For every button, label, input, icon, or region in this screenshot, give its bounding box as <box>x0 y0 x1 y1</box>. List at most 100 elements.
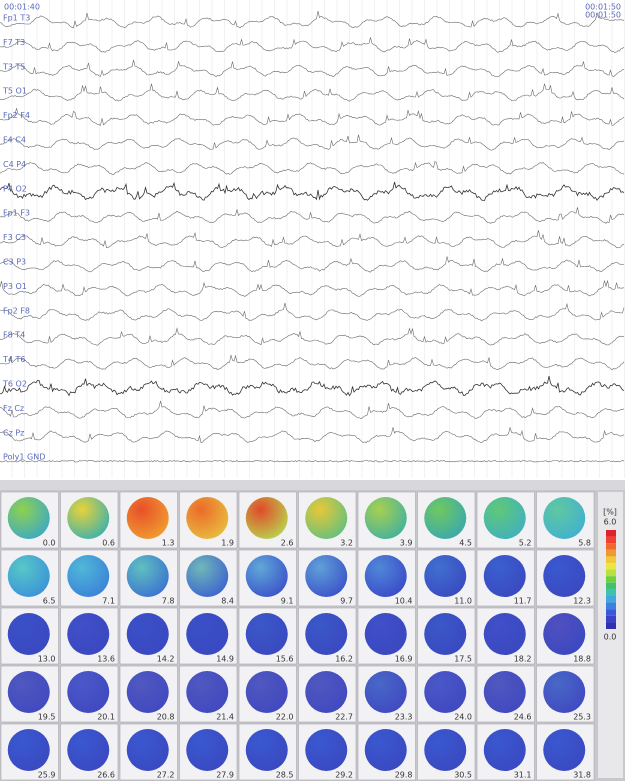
colorbar-step <box>606 563 616 570</box>
colorbar-step <box>606 576 616 583</box>
map-time: 28.5 <box>276 771 294 780</box>
colorbar-step <box>606 583 616 590</box>
map-time: 9.1 <box>281 597 294 606</box>
map-time: 20.8 <box>157 713 175 722</box>
map-time: 7.1 <box>102 597 115 606</box>
topo-map <box>127 613 169 655</box>
topo-map <box>8 555 50 597</box>
colorbar-step <box>606 530 616 537</box>
topo-map <box>67 613 109 655</box>
topo-map <box>8 729 50 771</box>
channel-label: F4 C4 <box>3 136 26 145</box>
topo-map <box>8 671 50 713</box>
map-time: 7.8 <box>162 597 175 606</box>
map-time: 26.6 <box>97 771 115 780</box>
channel-label: Fp1 F3 <box>3 209 30 218</box>
topo-map <box>424 497 466 539</box>
channel-label: Fp2 F8 <box>3 306 30 315</box>
map-time: 16.9 <box>395 655 413 664</box>
map-time: 9.7 <box>340 597 353 606</box>
channel-label: F7 T3 <box>3 38 25 47</box>
event-strip <box>0 480 625 490</box>
map-time: 6.5 <box>43 597 56 606</box>
map-time: 3.9 <box>400 539 413 548</box>
map-time: 13.0 <box>38 655 56 664</box>
colorbar-step <box>606 543 616 550</box>
channel-label: F3 C3 <box>3 233 26 242</box>
channel-label: Fz Cz <box>3 404 24 413</box>
map-time: 10.4 <box>395 597 413 606</box>
map-time: 22.0 <box>276 713 294 722</box>
topo-map <box>127 729 169 771</box>
channel-label: P3 O1 <box>3 282 27 291</box>
topo-map <box>424 613 466 655</box>
colorbar-step <box>606 570 616 577</box>
map-time: 17.5 <box>454 655 472 664</box>
map-time: 30.5 <box>454 771 472 780</box>
map-time: 0.6 <box>102 539 115 548</box>
topo-map <box>67 555 109 597</box>
map-time: 14.9 <box>216 655 234 664</box>
map-time: 11.7 <box>514 597 532 606</box>
topo-map <box>365 729 407 771</box>
topo-map <box>543 729 585 771</box>
map-time: 1.9 <box>221 539 234 548</box>
colorbar-step <box>606 596 616 603</box>
end-time: 00:01:50 <box>585 11 621 20</box>
map-time: 2.6 <box>281 539 294 548</box>
channel-label: P4 O2 <box>3 184 27 193</box>
channel-label: F8 T4 <box>3 331 25 340</box>
map-time: 12.3 <box>573 597 591 606</box>
colorbar-step <box>606 609 616 616</box>
map-time: 5.2 <box>519 539 532 548</box>
map-time: 5.8 <box>578 539 591 548</box>
map-time: 11.0 <box>454 597 472 606</box>
topo-map <box>365 497 407 539</box>
topo-map <box>186 671 228 713</box>
topo-map <box>424 555 466 597</box>
channel-label: T6 O2 <box>2 380 27 389</box>
colorbar-step <box>606 616 616 623</box>
topo-map <box>365 671 407 713</box>
topo-map <box>543 555 585 597</box>
map-time: 13.6 <box>97 655 115 664</box>
topo-map <box>543 671 585 713</box>
topo-map <box>127 671 169 713</box>
map-time: 27.9 <box>216 771 234 780</box>
start-time: 00:01:40 <box>4 3 40 12</box>
topo-map <box>246 613 288 655</box>
map-time: 27.2 <box>157 771 175 780</box>
map-time: 25.3 <box>573 713 591 722</box>
colorbar-step <box>606 603 616 610</box>
topo-map <box>484 613 526 655</box>
map-time: 18.8 <box>573 655 591 664</box>
channel-label: C3 P3 <box>3 258 26 267</box>
topo-map <box>365 555 407 597</box>
colorbar-step <box>606 556 616 563</box>
topo-map <box>305 613 347 655</box>
topo-map <box>246 671 288 713</box>
topo-map <box>67 497 109 539</box>
topo-map <box>424 729 466 771</box>
channel-label: Cz Pz <box>3 428 24 437</box>
scale-max: 6.0 <box>604 518 617 527</box>
topo-map <box>67 729 109 771</box>
colorbar-step <box>606 550 616 557</box>
topo-map <box>484 729 526 771</box>
topo-map <box>127 555 169 597</box>
topo-map <box>543 613 585 655</box>
topo-map <box>305 671 347 713</box>
map-time: 24.0 <box>454 713 472 722</box>
topo-map <box>484 555 526 597</box>
topo-map <box>246 555 288 597</box>
topo-map <box>424 671 466 713</box>
channel-label: Poly1 GND <box>3 453 45 462</box>
topo-map <box>365 613 407 655</box>
topo-map <box>305 555 347 597</box>
topo-map <box>246 729 288 771</box>
map-time: 31.1 <box>514 771 532 780</box>
map-time: 20.1 <box>97 713 115 722</box>
topo-map <box>8 497 50 539</box>
map-time: 4.5 <box>459 539 472 548</box>
topo-map <box>484 671 526 713</box>
